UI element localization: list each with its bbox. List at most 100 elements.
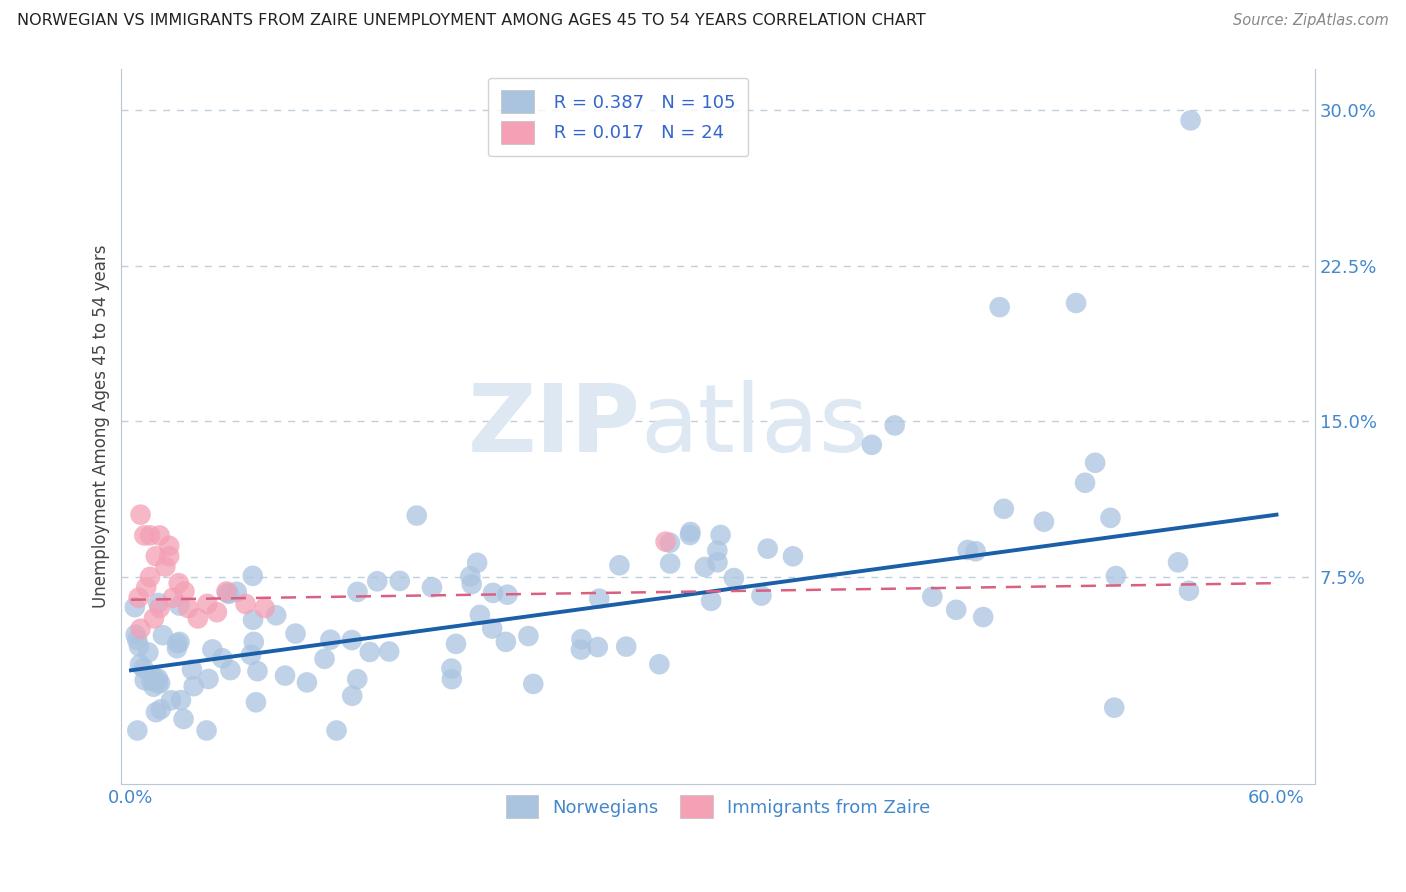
Point xyxy=(325,723,347,738)
Point xyxy=(614,640,637,654)
Point xyxy=(1102,700,1125,714)
Point xyxy=(148,596,170,610)
Point xyxy=(274,668,297,682)
Point xyxy=(1033,515,1056,529)
Point xyxy=(588,591,610,606)
Legend: Norwegians, Immigrants from Zaire: Norwegians, Immigrants from Zaire xyxy=(498,788,938,825)
Point xyxy=(211,651,233,665)
Point xyxy=(700,594,723,608)
Point xyxy=(155,559,177,574)
Point xyxy=(134,528,156,542)
Point xyxy=(569,642,592,657)
Point xyxy=(169,635,191,649)
Point xyxy=(481,622,503,636)
Point xyxy=(1099,511,1122,525)
Point xyxy=(1064,296,1087,310)
Point xyxy=(166,641,188,656)
Point xyxy=(152,628,174,642)
Point xyxy=(295,675,318,690)
Point xyxy=(756,541,779,556)
Point xyxy=(127,632,149,647)
Point xyxy=(465,556,488,570)
Point xyxy=(648,657,671,672)
Point xyxy=(253,601,276,615)
Point xyxy=(245,695,267,709)
Point xyxy=(1105,569,1128,583)
Point xyxy=(420,580,443,594)
Point xyxy=(993,501,1015,516)
Point xyxy=(129,508,152,522)
Point xyxy=(169,599,191,613)
Point xyxy=(135,580,157,594)
Point xyxy=(170,693,193,707)
Point xyxy=(145,549,167,564)
Point xyxy=(217,586,239,600)
Point xyxy=(586,640,609,654)
Point xyxy=(139,570,162,584)
Point xyxy=(235,597,257,611)
Point xyxy=(146,672,169,686)
Point xyxy=(709,528,731,542)
Point xyxy=(342,689,364,703)
Point xyxy=(195,597,218,611)
Point xyxy=(1167,555,1189,569)
Point xyxy=(319,632,342,647)
Point xyxy=(860,438,883,452)
Point xyxy=(388,574,411,588)
Point xyxy=(444,637,467,651)
Point xyxy=(522,677,544,691)
Point xyxy=(142,680,165,694)
Point xyxy=(142,611,165,625)
Point xyxy=(242,569,264,583)
Point xyxy=(149,601,172,615)
Point xyxy=(157,549,180,564)
Point xyxy=(460,577,482,591)
Point xyxy=(965,544,987,558)
Point xyxy=(679,528,702,542)
Point xyxy=(921,590,943,604)
Point xyxy=(1180,113,1202,128)
Point xyxy=(972,610,994,624)
Point xyxy=(239,648,262,662)
Point xyxy=(138,645,160,659)
Point xyxy=(128,640,150,654)
Point xyxy=(782,549,804,564)
Point xyxy=(366,574,388,589)
Point xyxy=(134,673,156,688)
Point xyxy=(495,635,517,649)
Point xyxy=(945,603,967,617)
Point xyxy=(129,622,152,636)
Point xyxy=(609,558,631,573)
Point xyxy=(187,611,209,625)
Point xyxy=(482,586,505,600)
Point xyxy=(149,702,172,716)
Point xyxy=(149,528,172,542)
Point xyxy=(340,633,363,648)
Point xyxy=(181,663,204,677)
Point xyxy=(440,672,463,686)
Point xyxy=(264,608,287,623)
Point xyxy=(378,644,401,658)
Point xyxy=(157,539,180,553)
Point xyxy=(988,300,1011,314)
Text: Source: ZipAtlas.com: Source: ZipAtlas.com xyxy=(1233,13,1389,29)
Point xyxy=(139,528,162,542)
Point xyxy=(496,588,519,602)
Point xyxy=(139,673,162,688)
Point xyxy=(706,543,728,558)
Point xyxy=(183,679,205,693)
Point xyxy=(124,600,146,615)
Point xyxy=(219,663,242,677)
Point xyxy=(751,589,773,603)
Point xyxy=(173,712,195,726)
Point xyxy=(346,585,368,599)
Point xyxy=(243,635,266,649)
Point xyxy=(162,591,184,605)
Y-axis label: Unemployment Among Ages 45 to 54 years: Unemployment Among Ages 45 to 54 years xyxy=(93,244,110,608)
Point xyxy=(679,524,702,539)
Point xyxy=(128,591,150,605)
Point xyxy=(723,571,745,585)
Point xyxy=(654,534,676,549)
Point xyxy=(167,576,190,591)
Point xyxy=(659,557,682,571)
